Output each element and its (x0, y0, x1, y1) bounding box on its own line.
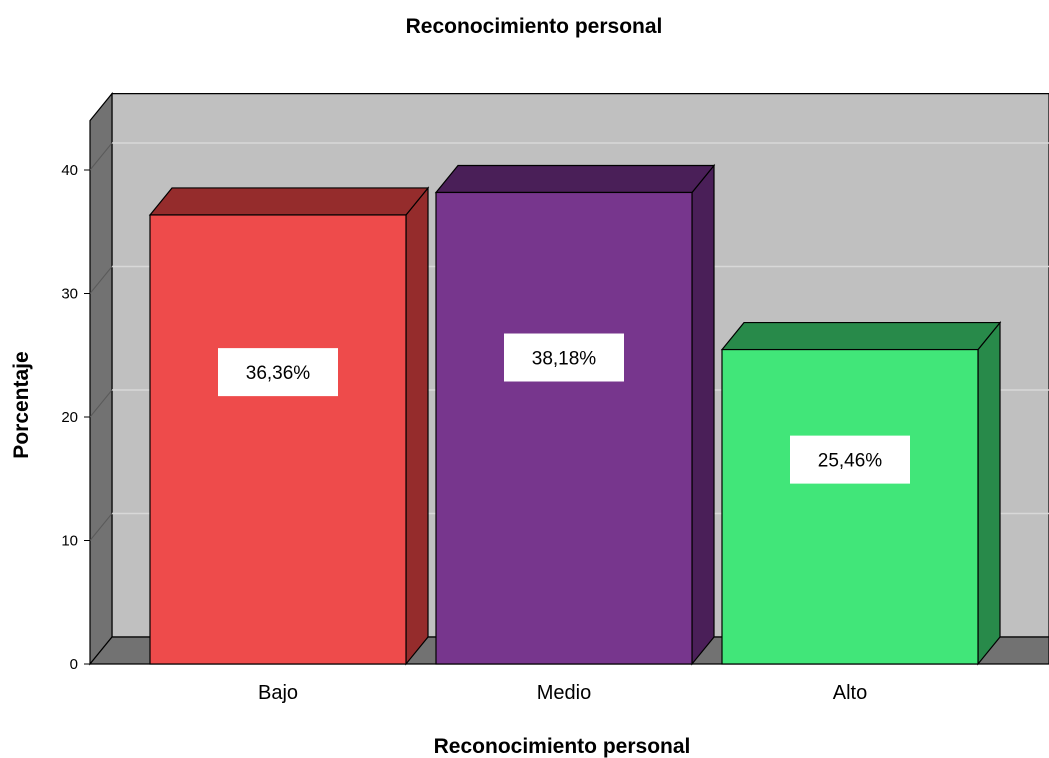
bars (148, 163, 1002, 666)
left-wall (89, 91, 113, 666)
gridline-left (89, 513, 113, 541)
bar-top (720, 321, 1002, 351)
y-axis-ticks: 0 10 20 30 40 (61, 162, 90, 673)
data-label-box (504, 333, 624, 382)
bar-side (405, 186, 429, 666)
bar-alto (720, 320, 1002, 666)
x-tick-label: Bajo (258, 682, 298, 704)
data-label-box (218, 348, 338, 397)
x-tick-label: Medio (537, 682, 591, 704)
x-axis-categories: Bajo Medio Alto (258, 682, 867, 704)
bar-front (435, 191, 693, 665)
data-label: 38,18% (504, 333, 624, 382)
bar-side (977, 320, 1001, 666)
y-tick-label: 0 (70, 656, 78, 673)
bar-medio (434, 163, 716, 666)
gridline-left (89, 389, 113, 418)
bar-side (691, 163, 715, 666)
bar-front (721, 348, 979, 665)
y-axis-title: Porcentaje (10, 351, 33, 458)
data-label-box (790, 435, 910, 484)
y-tick-label: 30 (61, 286, 78, 303)
gridline-left (89, 266, 113, 294)
y-tick-label: 40 (61, 162, 78, 179)
x-axis-title: Reconocimiento personal (434, 735, 691, 758)
data-label-text: 38,18% (532, 349, 597, 370)
data-label-text: 36,36% (246, 363, 311, 384)
bar-top (148, 187, 430, 216)
chart-title: Reconocimiento personal (406, 15, 663, 38)
data-label: 36,36% (218, 348, 338, 397)
x-tick-label: Alto (833, 682, 867, 704)
bar-top (434, 164, 716, 194)
y-tick-label: 20 (61, 409, 78, 426)
gridline-left (89, 142, 113, 171)
data-labels: 36,36% 38,18% 25,46% (218, 333, 910, 484)
bar-bajo (148, 186, 430, 666)
bar-front (149, 214, 407, 665)
y-tick-label: 10 (61, 533, 78, 550)
data-label-text: 25,46% (818, 451, 883, 472)
data-label: 25,46% (790, 435, 910, 484)
